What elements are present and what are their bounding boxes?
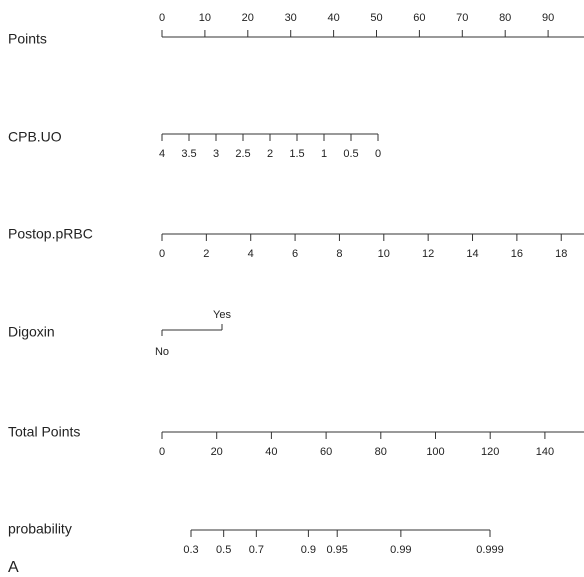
row-label: Digoxin: [8, 324, 55, 340]
tick-label: 20: [211, 446, 223, 458]
panel-label: A: [8, 559, 19, 576]
tick-label: 16: [511, 248, 523, 260]
tick-label: 18: [555, 248, 567, 260]
tick-label: 60: [320, 446, 332, 458]
tick-label: 90: [542, 12, 554, 24]
tick-label: 0.99: [390, 544, 411, 556]
tick-label: 0: [159, 12, 165, 24]
tick-label: 1.5: [289, 148, 304, 160]
tick-label: 50: [370, 12, 382, 24]
tick-label: 4: [159, 148, 165, 160]
tick-label: 14: [466, 248, 478, 260]
tick-label: 6: [292, 248, 298, 260]
tick-label: 0.3: [183, 544, 198, 556]
tick-label: 0.999: [476, 544, 504, 556]
tick-label: 3.5: [181, 148, 196, 160]
row-label: Points: [8, 31, 47, 47]
tick-label: 2: [267, 148, 273, 160]
tick-label: 12: [422, 248, 434, 260]
row-label: Postop.pRBC: [8, 226, 93, 242]
tick-label: 70: [456, 12, 468, 24]
tick-label: 0: [159, 248, 165, 260]
tick-label: 80: [499, 12, 511, 24]
tick-label: 0.7: [249, 544, 264, 556]
tick-label: 8: [336, 248, 342, 260]
tick-label: 3: [213, 148, 219, 160]
tick-label: No: [155, 346, 169, 358]
tick-label: 0: [159, 446, 165, 458]
tick-label: Yes: [213, 309, 231, 321]
row-label: probability: [8, 521, 72, 537]
tick-label: 0: [375, 148, 381, 160]
tick-label: 140: [536, 446, 554, 458]
tick-label: 10: [378, 248, 390, 260]
tick-label: 2.5: [235, 148, 250, 160]
tick-label: 0.5: [343, 148, 358, 160]
tick-label: 2: [203, 248, 209, 260]
tick-label: 20: [242, 12, 254, 24]
tick-label: 40: [265, 446, 277, 458]
tick-label: 40: [327, 12, 339, 24]
tick-label: 120: [481, 446, 499, 458]
tick-label: 30: [285, 12, 297, 24]
tick-label: 80: [375, 446, 387, 458]
row-label: CPB.UO: [8, 129, 62, 145]
tick-label: 100: [426, 446, 444, 458]
tick-label: 0.95: [327, 544, 348, 556]
row-label: Total Points: [8, 424, 80, 440]
tick-label: 60: [413, 12, 425, 24]
tick-label: 4: [248, 248, 254, 260]
tick-label: 0.5: [216, 544, 231, 556]
tick-label: 1: [321, 148, 327, 160]
tick-label: 0.9: [301, 544, 316, 556]
tick-label: 10: [199, 12, 211, 24]
